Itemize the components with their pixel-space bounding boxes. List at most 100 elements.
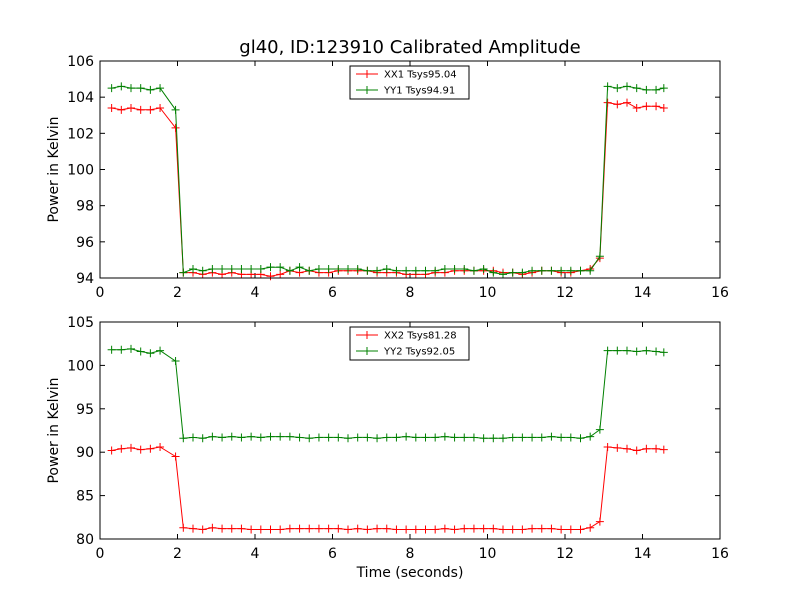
- series-line-yy1: [111, 85, 664, 275]
- bottom-plot: 0 2 4 6 8 10 12 14 16 80 85 90 95 100 105 Power in Kelv…: [46, 315, 729, 581]
- legend-marker: [363, 86, 371, 94]
- data-point-marker: [489, 268, 498, 277]
- data-point-marker: [171, 357, 180, 366]
- y-tick-label: 102: [67, 126, 94, 142]
- data-point-marker: [411, 433, 420, 442]
- y-tick-label: 85: [76, 489, 94, 505]
- data-point-marker: [237, 524, 246, 533]
- data-point-marker: [547, 432, 556, 441]
- data-point-marker: [508, 525, 517, 534]
- data-point-marker: [659, 445, 668, 454]
- top-plot: 0 2 4 6 8 10 12 14 16 94 96 98 100 102 104 106 Power in …: [46, 54, 729, 301]
- x-tick-label: 12: [556, 546, 574, 562]
- data-point-marker: [305, 524, 314, 533]
- data-point-marker: [305, 266, 314, 275]
- data-point-marker: [586, 266, 595, 275]
- data-point-marker: [107, 446, 116, 455]
- data-point-marker: [218, 524, 227, 533]
- data-point-marker: [117, 105, 126, 114]
- data-point-marker: [237, 264, 246, 273]
- data-point-marker: [479, 524, 488, 533]
- x-tick-label: 8: [406, 285, 415, 301]
- data-point-marker: [136, 84, 145, 93]
- data-point-marker: [146, 444, 155, 453]
- data-point-marker: [314, 433, 323, 442]
- data-point-marker: [652, 85, 661, 94]
- x-tick-label: 4: [251, 546, 260, 562]
- data-point-marker: [632, 104, 641, 113]
- data-point-marker: [411, 525, 420, 534]
- data-point-marker: [117, 82, 126, 91]
- data-point-marker: [603, 442, 612, 451]
- data-point-marker: [440, 264, 449, 273]
- data-point-marker: [489, 524, 498, 533]
- data-point-marker: [189, 524, 197, 533]
- data-point-marker: [659, 84, 668, 93]
- data-point-marker: [421, 266, 430, 275]
- data-point-marker: [557, 433, 566, 442]
- legend: XX1 Tsys95.04 YY1 Tsys94.91: [349, 65, 470, 100]
- data-point-marker: [613, 443, 622, 452]
- data-point-marker: [334, 433, 343, 442]
- data-point-marker: [127, 344, 135, 353]
- x-tick-label: 14: [634, 546, 652, 562]
- data-point-marker: [382, 524, 391, 533]
- data-point-marker: [392, 266, 401, 275]
- data-point-marker: [623, 82, 631, 91]
- data-point-marker: [247, 432, 256, 441]
- data-point-marker: [402, 432, 411, 441]
- data-point-marker: [256, 264, 265, 273]
- data-point-marker: [460, 524, 469, 533]
- data-point-marker: [136, 347, 145, 356]
- series-line-yy2: [111, 348, 664, 439]
- data-point-marker: [508, 433, 517, 442]
- data-point-marker: [179, 434, 188, 443]
- data-point-marker: [171, 123, 180, 132]
- data-point-marker: [266, 263, 275, 272]
- data-point-marker: [547, 266, 556, 275]
- data-point-marker: [344, 434, 352, 443]
- x-tick-label: 6: [328, 546, 337, 562]
- data-point-marker: [218, 264, 227, 273]
- data-point-marker: [431, 266, 440, 275]
- data-point-marker: [227, 264, 236, 273]
- data-point-marker: [547, 524, 556, 533]
- legend: XX2 Tsys81.28 YY2 Tsys92.05: [349, 326, 470, 361]
- data-point-marker: [324, 524, 333, 533]
- legend-box: [349, 65, 470, 100]
- data-point-marker: [632, 347, 641, 356]
- data-point-marker: [156, 104, 165, 113]
- data-point-marker: [613, 84, 622, 93]
- data-point-marker: [179, 268, 188, 277]
- legend-label: XX2 Tsys81.28: [384, 331, 457, 342]
- data-point-marker: [450, 264, 459, 273]
- legend-box: [349, 326, 470, 361]
- data-point-marker: [256, 433, 265, 442]
- data-point-marker: [489, 434, 498, 443]
- y-tick-label: 100: [67, 163, 94, 179]
- series-line-xx2: [111, 446, 664, 531]
- x-tick-label: 0: [96, 285, 105, 301]
- data-point-marker: [334, 264, 343, 273]
- data-point-marker: [353, 433, 362, 442]
- data-point-marker: [613, 100, 622, 109]
- data-point-marker: [285, 524, 294, 533]
- data-point-marker: [146, 105, 155, 114]
- data-point-marker: [189, 264, 197, 273]
- data-point-marker: [623, 444, 631, 453]
- legend-marker: [363, 70, 371, 78]
- data-point-marker: [566, 525, 575, 534]
- data-point-marker: [632, 84, 641, 93]
- data-point-marker: [537, 266, 546, 275]
- data-point-marker: [469, 524, 478, 533]
- data-point-marker: [314, 264, 323, 273]
- data-point-marker: [156, 84, 165, 93]
- data-point-marker: [595, 517, 604, 526]
- data-point-marker: [402, 525, 411, 534]
- data-point-marker: [156, 442, 165, 451]
- data-point-marker: [518, 433, 527, 442]
- legend-label: YY2 Tsys92.05: [383, 347, 455, 358]
- data-point-marker: [623, 98, 631, 107]
- legend-marker: [363, 331, 371, 339]
